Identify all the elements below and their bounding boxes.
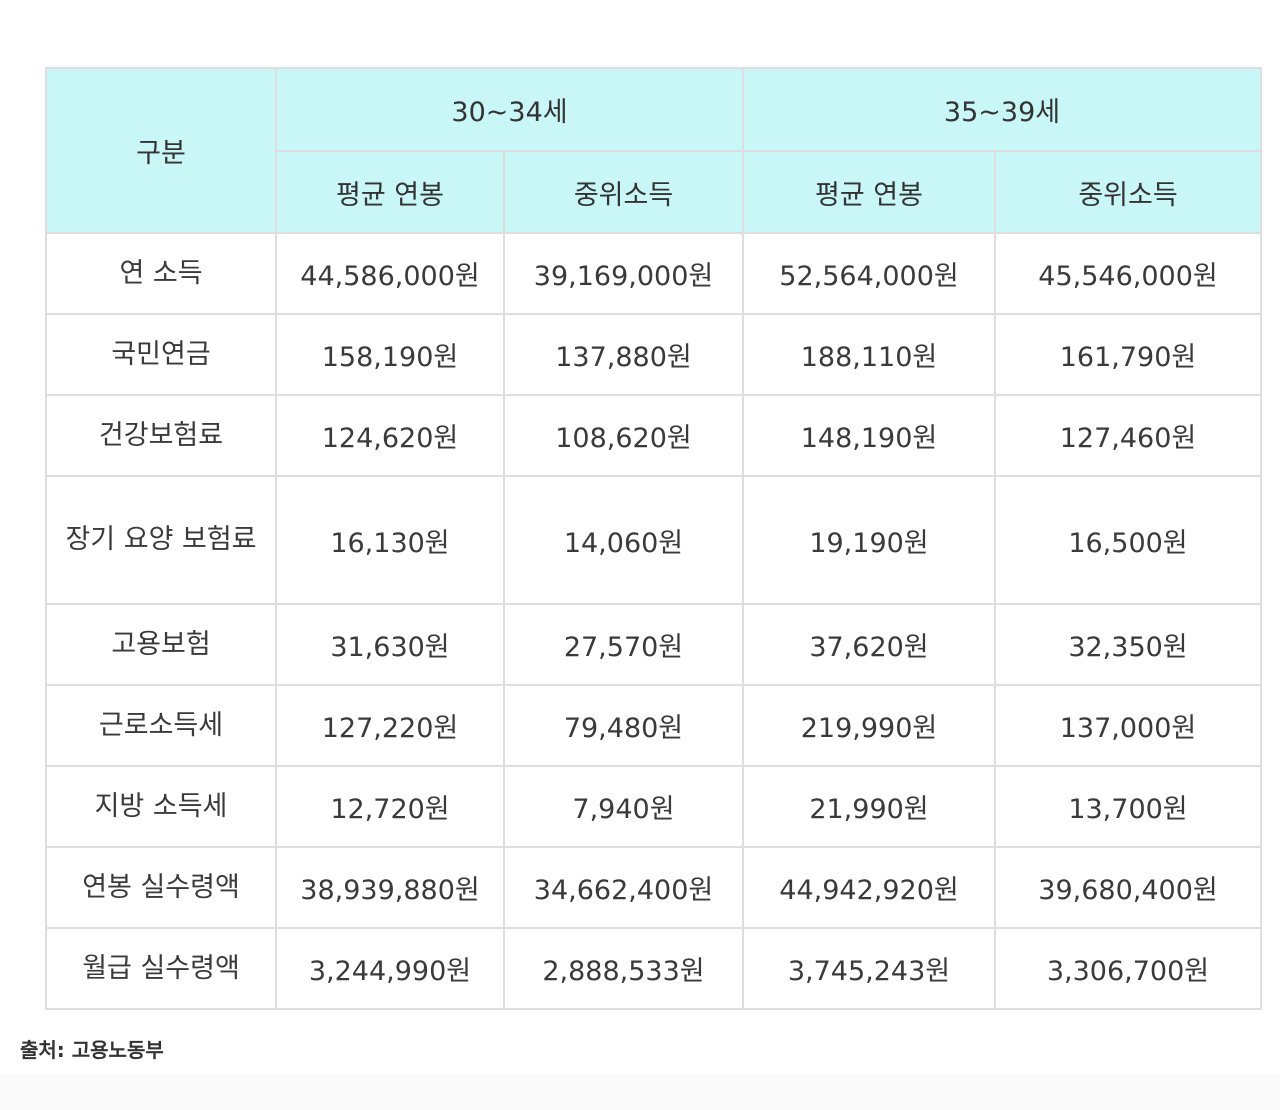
table-cell: 13,700원	[994, 765, 1262, 848]
table-cell: 7,940원	[503, 765, 744, 848]
row-label: 장기 요양 보험료	[45, 475, 277, 605]
table-row: 고용보험 31,630원 27,570원 37,620원 32,350원	[45, 603, 1262, 686]
table-cell: 124,620원	[275, 394, 505, 477]
table-cell: 127,460원	[994, 394, 1262, 477]
table-cell: 79,480원	[503, 684, 744, 767]
table-row: 지방 소득세 12,720원 7,940원 21,990원 13,700원	[45, 765, 1262, 848]
row-label: 연봉 실수령액	[45, 846, 277, 929]
table-cell: 127,220원	[275, 684, 505, 767]
row-label: 건강보험료	[45, 394, 277, 477]
age-group-header-30-34: 30~34세	[275, 67, 744, 152]
table-row: 장기 요양 보험료 16,130원 14,060원 19,190원 16,500…	[45, 475, 1262, 605]
corner-header: 구분	[45, 67, 277, 234]
table-cell: 158,190원	[275, 313, 505, 396]
table-cell: 14,060원	[503, 475, 744, 605]
table-cell: 3,745,243원	[742, 927, 996, 1010]
table-cell: 19,190원	[742, 475, 996, 605]
row-label: 월급 실수령액	[45, 927, 277, 1010]
table-cell: 161,790원	[994, 313, 1262, 396]
salary-table-container: 구분 30~34세 35~39세 평균 연봉 중위소득 평균 연봉 중위소득 연…	[45, 67, 1262, 1010]
table-row: 근로소득세 127,220원 79,480원 219,990원 137,000원	[45, 684, 1262, 767]
table-cell: 16,500원	[994, 475, 1262, 605]
age-group-header-35-39: 35~39세	[742, 67, 1262, 152]
table-cell: 34,662,400원	[503, 846, 744, 929]
table-cell: 52,564,000원	[742, 232, 996, 315]
table-cell: 219,990원	[742, 684, 996, 767]
bottom-strip	[0, 1074, 1280, 1110]
table-row: 연봉 실수령액 38,939,880원 34,662,400원 44,942,9…	[45, 846, 1262, 929]
table-row: 건강보험료 124,620원 108,620원 148,190원 127,460…	[45, 394, 1262, 477]
table-cell: 137,880원	[503, 313, 744, 396]
column-header-median-income: 중위소득	[503, 150, 744, 234]
table-cell: 31,630원	[275, 603, 505, 686]
table-row: 연 소득 44,586,000원 39,169,000원 52,564,000원…	[45, 232, 1262, 315]
table-row: 국민연금 158,190원 137,880원 188,110원 161,790원	[45, 313, 1262, 396]
header-row-age-groups: 구분 30~34세 35~39세	[45, 67, 1262, 234]
table-cell: 2,888,533원	[503, 927, 744, 1010]
table-cell: 44,586,000원	[275, 232, 505, 315]
column-header-median-income: 중위소득	[994, 150, 1262, 234]
row-label: 연 소득	[45, 232, 277, 315]
column-header-average-salary: 평균 연봉	[275, 150, 505, 234]
table-cell: 3,306,700원	[994, 927, 1262, 1010]
table-cell: 16,130원	[275, 475, 505, 605]
table-cell: 148,190원	[742, 394, 996, 477]
row-label: 국민연금	[45, 313, 277, 396]
table-cell: 21,990원	[742, 765, 996, 848]
table-cell: 37,620원	[742, 603, 996, 686]
table-cell: 32,350원	[994, 603, 1262, 686]
source-caption: 출처: 고용노동부	[20, 1038, 164, 1062]
table-cell: 39,680,400원	[994, 846, 1262, 929]
table-cell: 39,169,000원	[503, 232, 744, 315]
header-row-metrics: 평균 연봉 중위소득 평균 연봉 중위소득	[46, 150, 1262, 234]
table-cell: 3,244,990원	[275, 927, 505, 1010]
table-cell: 38,939,880원	[275, 846, 505, 929]
table-cell: 44,942,920원	[742, 846, 996, 929]
salary-table: 구분 30~34세 35~39세 평균 연봉 중위소득 평균 연봉 중위소득 연…	[45, 67, 1262, 1010]
row-label: 고용보험	[45, 603, 277, 686]
row-label: 지방 소득세	[45, 765, 277, 848]
column-header-average-salary: 평균 연봉	[742, 150, 996, 234]
table-cell: 137,000원	[994, 684, 1262, 767]
table-cell: 108,620원	[503, 394, 744, 477]
table-cell: 188,110원	[742, 313, 996, 396]
table-cell: 45,546,000원	[994, 232, 1262, 315]
row-label: 근로소득세	[45, 684, 277, 767]
table-cell: 27,570원	[503, 603, 744, 686]
table-row: 월급 실수령액 3,244,990원 2,888,533원 3,745,243원…	[45, 927, 1262, 1010]
table-cell: 12,720원	[275, 765, 505, 848]
